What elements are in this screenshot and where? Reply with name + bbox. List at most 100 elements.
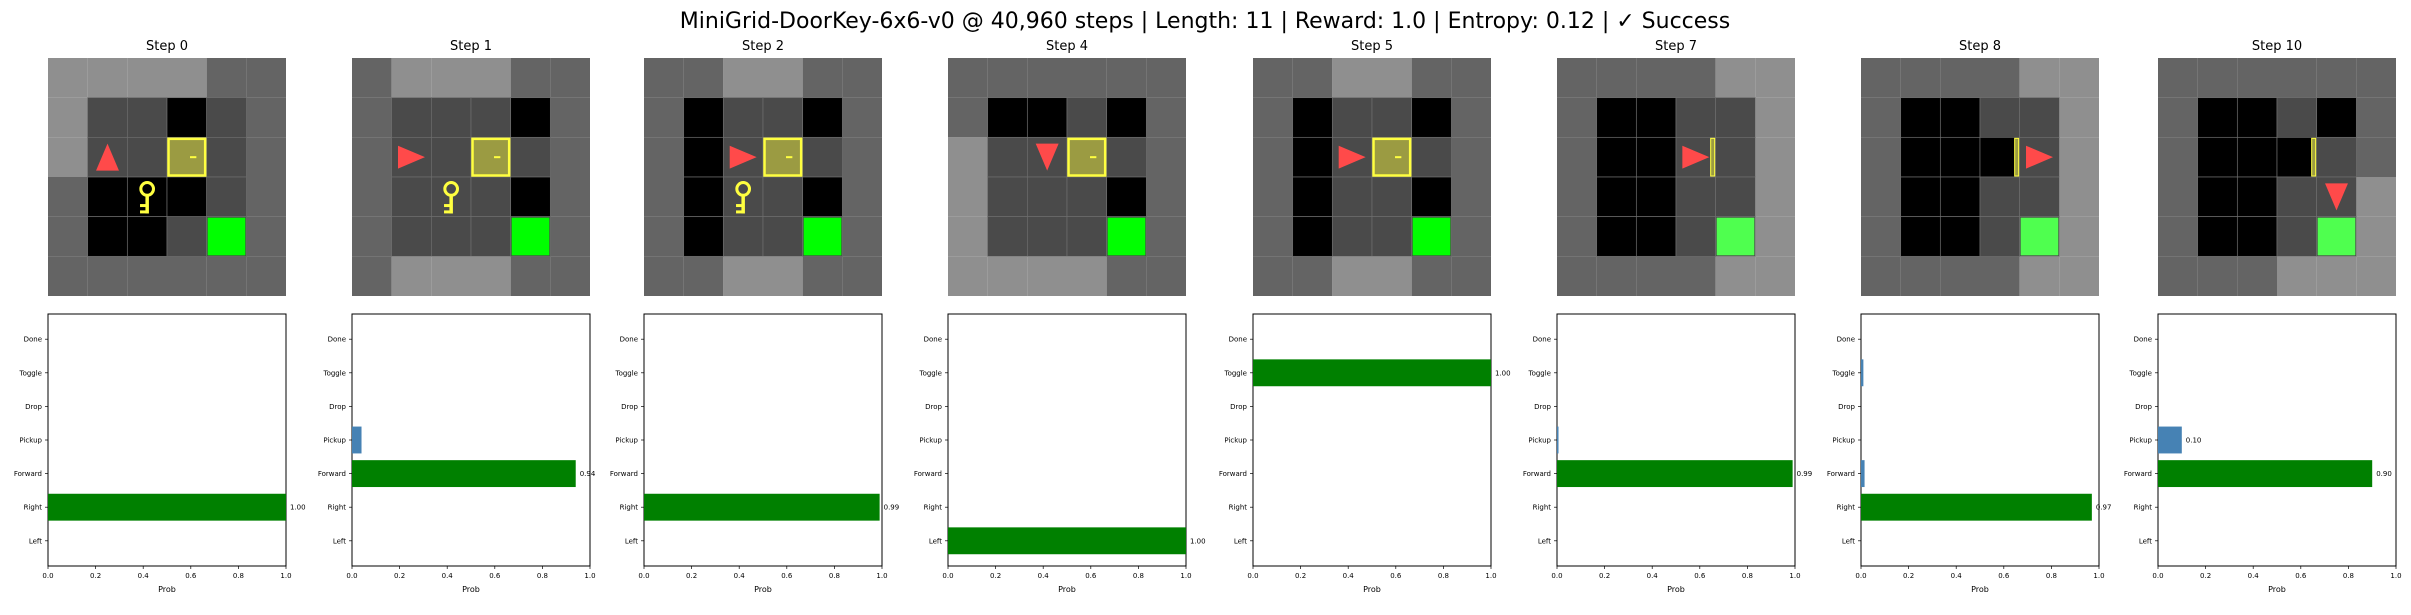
floor-cell	[471, 97, 511, 138]
y-tick-label: Toggle	[1831, 369, 1855, 377]
bar-right	[644, 493, 880, 521]
y-tick-label: Pickup	[19, 437, 42, 445]
x-tick-label: 0.0	[638, 572, 649, 580]
floor-cell	[510, 177, 551, 217]
x-tick-label: 0.2	[1903, 572, 1914, 580]
panel-title: Step 4	[1046, 39, 1088, 54]
y-tick-label: Forward	[1219, 470, 1247, 478]
agent-icon	[729, 145, 757, 169]
x-tick-label: 0.6	[489, 572, 501, 580]
y-tick-label: Left	[1538, 537, 1551, 545]
wall-cell	[167, 58, 207, 98]
floor-cell	[1715, 97, 1756, 138]
x-axis-label: Prob	[1971, 585, 1989, 594]
door	[167, 137, 207, 177]
x-tick-label: 0.2	[990, 572, 1001, 580]
floor-cell	[1715, 137, 1756, 177]
visible-cell	[471, 98, 511, 138]
floor-cell	[2019, 97, 2060, 138]
wall-cell	[1861, 216, 1901, 257]
floor-cell	[683, 177, 724, 217]
floor-cell	[2237, 97, 2277, 138]
wall-cell	[1451, 177, 1491, 217]
visible-cell	[1027, 217, 1067, 257]
visible-cell	[1412, 137, 1452, 177]
panel-title: Step 8	[1959, 39, 2001, 54]
floor-cell	[206, 97, 247, 138]
y-tick-label: Toggle	[1223, 369, 1247, 377]
visible-cell	[1372, 98, 1412, 138]
wall-cell	[1861, 177, 1901, 217]
key-icon	[735, 181, 752, 214]
floor-cell	[683, 137, 724, 177]
wall-cell	[1676, 256, 1716, 296]
x-axis-label: Prob	[1667, 585, 1685, 594]
panel-title: Step 0	[146, 39, 188, 54]
floor-cell	[87, 177, 128, 217]
floor-cell	[1292, 216, 1333, 257]
y-tick-label: Right	[1229, 504, 1248, 512]
agent-icon	[2026, 145, 2053, 169]
floor-cell	[1676, 216, 1716, 257]
panel-0: Step 0 Left Right Forward Pickup Drop Toggle Do…	[14, 39, 306, 594]
wall-cell	[2059, 177, 2099, 217]
value-label: 0.99	[884, 504, 900, 512]
y-tick-label: Forward	[1827, 470, 1855, 478]
floor-cell	[1596, 97, 1637, 138]
bar-toggle	[1253, 359, 1491, 387]
floor-cell	[1292, 177, 1333, 217]
value-label: 0.10	[2186, 437, 2202, 445]
visible-cell	[1716, 137, 1756, 177]
wall-cell	[1106, 256, 1147, 296]
wall-cell	[87, 58, 128, 98]
visible-cell	[1067, 217, 1107, 257]
wall-cell	[167, 256, 207, 296]
wall-cell	[1451, 137, 1491, 177]
visible-cell	[392, 217, 432, 257]
y-tick-label: Pickup	[615, 437, 638, 445]
floor-cell	[1067, 177, 1107, 217]
bar-left	[948, 527, 1186, 555]
wall-cell	[510, 256, 551, 296]
grid-observation	[1557, 58, 1795, 296]
y-tick-label: Pickup	[1528, 437, 1551, 445]
floor-cell	[763, 177, 803, 217]
wall-cell	[2316, 256, 2357, 296]
wall-cell	[1755, 137, 1795, 177]
wall-cell	[948, 137, 988, 177]
x-tick-label: 0.2	[394, 572, 405, 580]
wall-cell	[1596, 256, 1637, 296]
bar-chart: Left Right Forward Pickup Drop Toggle Done 0.99…	[610, 313, 900, 594]
x-tick-label: 0.8	[1438, 572, 1449, 580]
floor-cell	[87, 97, 128, 138]
floor-cell	[127, 137, 167, 177]
wall-cell	[2158, 58, 2198, 98]
wall-cell	[1755, 216, 1795, 257]
visible-cell	[1372, 177, 1412, 217]
floor-cell	[1332, 177, 1372, 217]
x-tick-label: 0.4	[1343, 572, 1355, 580]
floor-cell	[2316, 97, 2357, 138]
floor-cell	[1980, 137, 2020, 177]
wall-cell	[246, 177, 286, 217]
y-tick-label: Done	[24, 336, 42, 344]
wall-cell	[1900, 256, 1941, 296]
floor-cell	[2197, 137, 2238, 177]
visible-cell	[431, 98, 471, 138]
wall-cell	[644, 97, 684, 138]
y-tick-label: Left	[2139, 537, 2152, 545]
wall-cell	[48, 97, 88, 138]
grid-observation	[948, 58, 1186, 296]
wall-cell	[1451, 256, 1491, 296]
floor-cell	[87, 216, 128, 257]
wall-cell	[1253, 97, 1293, 138]
bar-right	[1861, 493, 2092, 521]
visible-cell	[763, 217, 803, 257]
visible-cell	[2277, 177, 2317, 217]
wall-cell	[510, 58, 551, 98]
wall-cell	[246, 97, 286, 138]
x-tick-label: 0.0	[942, 572, 953, 580]
y-tick-label: Forward	[1523, 470, 1551, 478]
visible-cell	[763, 177, 803, 217]
wall-cell	[352, 216, 392, 257]
